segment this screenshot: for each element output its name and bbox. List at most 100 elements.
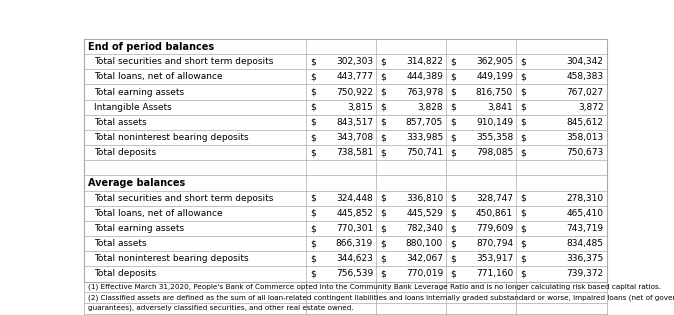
Text: 870,794: 870,794: [476, 239, 513, 248]
Text: $: $: [380, 148, 386, 157]
Text: End of period balances: End of period balances: [88, 42, 214, 52]
Text: 3,815: 3,815: [347, 103, 373, 112]
Text: Total deposits: Total deposits: [94, 148, 156, 157]
Text: 355,358: 355,358: [476, 133, 513, 142]
Text: 880,100: 880,100: [406, 239, 443, 248]
Text: 910,149: 910,149: [476, 118, 513, 127]
Text: 743,719: 743,719: [566, 224, 603, 233]
Text: Total noninterest bearing deposits: Total noninterest bearing deposits: [94, 254, 248, 263]
Text: 333,985: 333,985: [406, 133, 443, 142]
Text: 3,841: 3,841: [487, 103, 513, 112]
Text: 866,319: 866,319: [336, 239, 373, 248]
Text: 450,861: 450,861: [476, 209, 513, 218]
Text: $: $: [520, 254, 526, 263]
Text: 767,027: 767,027: [566, 88, 603, 97]
Text: 843,517: 843,517: [336, 118, 373, 127]
Text: $: $: [450, 194, 456, 203]
Text: $: $: [380, 270, 386, 278]
Text: $: $: [380, 57, 386, 66]
Text: $: $: [450, 148, 456, 157]
Text: $: $: [520, 133, 526, 142]
Text: Average balances: Average balances: [88, 178, 185, 188]
Text: $: $: [311, 72, 316, 81]
Text: $: $: [520, 103, 526, 112]
Text: Total earning assets: Total earning assets: [94, 224, 184, 233]
Text: $: $: [311, 103, 316, 112]
Text: $: $: [311, 254, 316, 263]
Text: 445,529: 445,529: [406, 209, 443, 218]
Text: $: $: [450, 72, 456, 81]
Text: 771,160: 771,160: [476, 270, 513, 278]
Text: $: $: [311, 224, 316, 233]
Text: 763,978: 763,978: [406, 88, 443, 97]
Text: 304,342: 304,342: [567, 57, 603, 66]
Text: 314,822: 314,822: [406, 57, 443, 66]
Text: 770,019: 770,019: [406, 270, 443, 278]
Text: $: $: [520, 72, 526, 81]
Text: $: $: [450, 224, 456, 233]
Text: $: $: [311, 209, 316, 218]
Text: $: $: [380, 133, 386, 142]
Text: $: $: [520, 239, 526, 248]
Text: 845,612: 845,612: [566, 118, 603, 127]
Text: 343,708: 343,708: [336, 133, 373, 142]
Text: $: $: [450, 57, 456, 66]
Text: 324,448: 324,448: [336, 194, 373, 203]
Text: $: $: [450, 88, 456, 97]
Text: 739,372: 739,372: [566, 270, 603, 278]
Text: $: $: [520, 209, 526, 218]
Text: 750,741: 750,741: [406, 148, 443, 157]
Text: 3,828: 3,828: [417, 103, 443, 112]
Text: 465,410: 465,410: [566, 209, 603, 218]
Text: 750,922: 750,922: [336, 88, 373, 97]
Text: $: $: [311, 194, 316, 203]
Text: $: $: [520, 194, 526, 203]
Text: 278,310: 278,310: [566, 194, 603, 203]
Text: $: $: [380, 88, 386, 97]
Text: $: $: [311, 148, 316, 157]
Text: $: $: [380, 103, 386, 112]
Text: $: $: [450, 270, 456, 278]
Text: 336,810: 336,810: [406, 194, 443, 203]
Text: 353,917: 353,917: [476, 254, 513, 263]
Text: $: $: [311, 239, 316, 248]
Text: 328,747: 328,747: [476, 194, 513, 203]
Text: 750,673: 750,673: [566, 148, 603, 157]
Text: 458,383: 458,383: [566, 72, 603, 81]
Text: $: $: [520, 148, 526, 157]
Text: (2) Classified assets are defined as the sum of all loan-related contingent liab: (2) Classified assets are defined as the…: [88, 294, 674, 301]
Text: Total securities and short term deposits: Total securities and short term deposits: [94, 57, 273, 66]
Text: 782,340: 782,340: [406, 224, 443, 233]
Text: $: $: [380, 194, 386, 203]
Text: $: $: [380, 118, 386, 127]
Text: Total loans, net of allowance: Total loans, net of allowance: [94, 209, 222, 218]
Text: 362,905: 362,905: [476, 57, 513, 66]
Text: 445,852: 445,852: [336, 209, 373, 218]
Text: $: $: [311, 118, 316, 127]
Text: 779,609: 779,609: [476, 224, 513, 233]
Text: Total assets: Total assets: [94, 239, 146, 248]
Text: 336,375: 336,375: [566, 254, 603, 263]
Text: 756,539: 756,539: [336, 270, 373, 278]
Text: $: $: [520, 270, 526, 278]
Text: $: $: [520, 224, 526, 233]
Text: 834,485: 834,485: [566, 239, 603, 248]
Text: $: $: [380, 209, 386, 218]
Text: $: $: [450, 254, 456, 263]
Text: 449,199: 449,199: [476, 72, 513, 81]
Text: Total noninterest bearing deposits: Total noninterest bearing deposits: [94, 133, 248, 142]
Text: 816,750: 816,750: [476, 88, 513, 97]
Text: $: $: [380, 239, 386, 248]
Text: $: $: [520, 118, 526, 127]
Text: $: $: [450, 118, 456, 127]
Text: 302,303: 302,303: [336, 57, 373, 66]
Text: Total loans, net of allowance: Total loans, net of allowance: [94, 72, 222, 81]
Text: (1) Effective March 31,2020, People's Bank of Commerce opted into the Community : (1) Effective March 31,2020, People's Ba…: [88, 284, 661, 290]
Text: $: $: [380, 72, 386, 81]
Text: 798,085: 798,085: [476, 148, 513, 157]
Text: $: $: [380, 254, 386, 263]
Text: $: $: [520, 88, 526, 97]
Text: guarantees), adversely classified securities, and other real estate owned.: guarantees), adversely classified securi…: [88, 305, 354, 312]
Text: Total deposits: Total deposits: [94, 270, 156, 278]
Text: $: $: [450, 103, 456, 112]
